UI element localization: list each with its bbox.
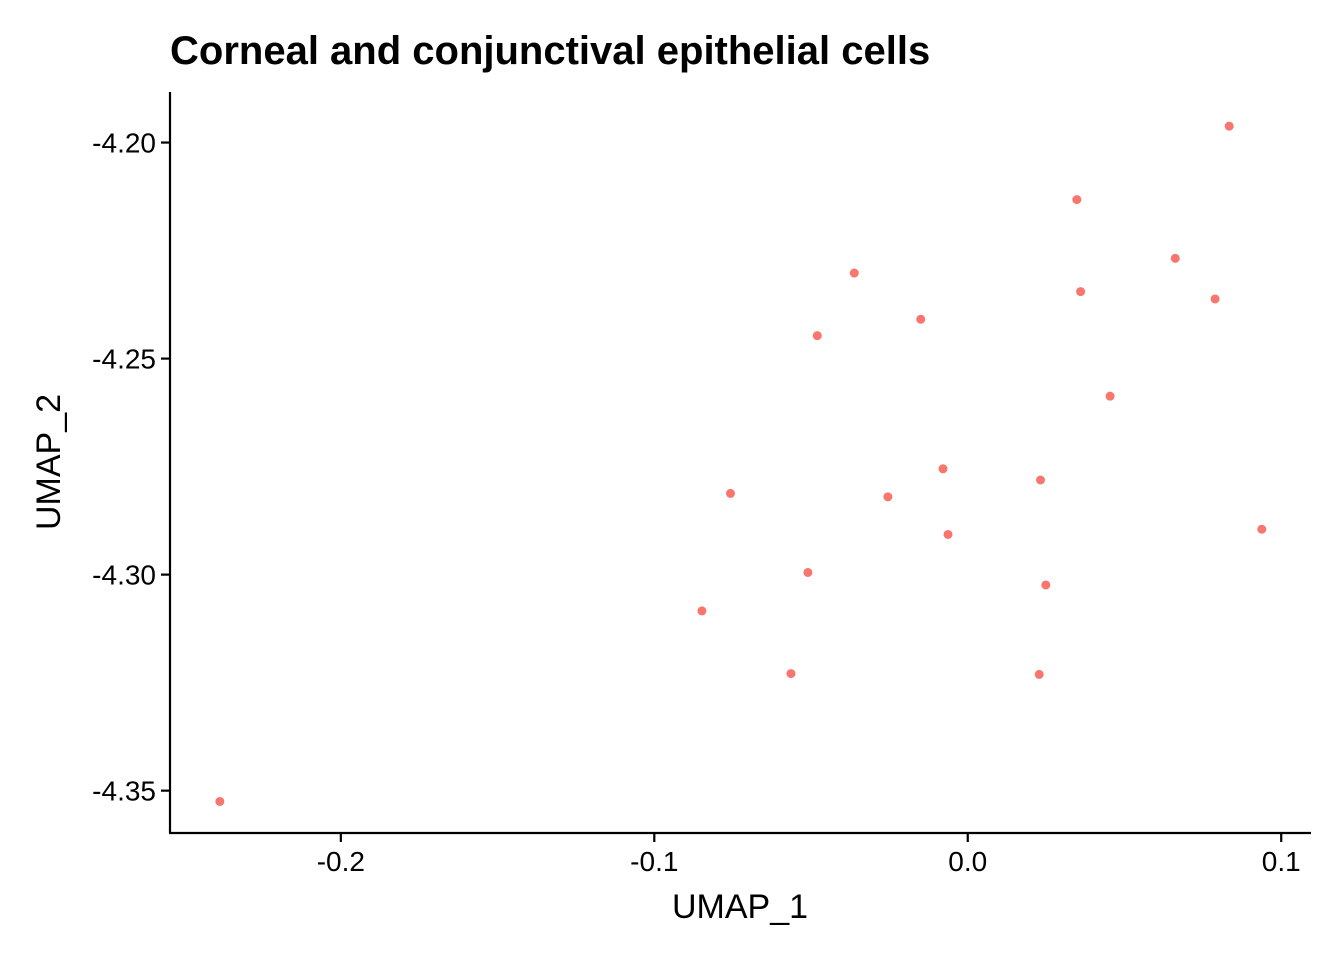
x-axis-title: UMAP_1 xyxy=(672,888,808,926)
data-point xyxy=(1257,524,1267,534)
data-point xyxy=(812,331,822,341)
y-tick-label: -4.20 xyxy=(92,128,156,159)
data-point xyxy=(1034,669,1044,679)
x-tick-label: 0.1 xyxy=(1262,846,1301,877)
chart-title: Corneal and conjunctival epithelial cell… xyxy=(170,29,930,73)
data-point xyxy=(943,529,953,539)
y-axis-ticks: -4.20 -4.25 -4.30 -4.35 xyxy=(92,128,170,807)
data-point xyxy=(786,669,796,679)
data-point xyxy=(1076,287,1086,297)
data-point xyxy=(697,606,707,616)
data-point xyxy=(883,492,893,502)
y-tick-label: -4.30 xyxy=(92,560,156,591)
data-point xyxy=(1224,121,1234,131)
x-tick-label: -0.1 xyxy=(630,846,678,877)
y-tick-label: -4.35 xyxy=(92,776,156,807)
x-tick-label: -0.2 xyxy=(317,846,365,877)
data-point xyxy=(1170,253,1180,263)
data-point xyxy=(725,488,735,498)
data-point xyxy=(849,268,859,278)
y-tick-label: -4.25 xyxy=(92,344,156,375)
data-point xyxy=(1035,475,1045,485)
data-point xyxy=(1072,195,1082,205)
y-axis-title: UMAP_2 xyxy=(30,394,68,530)
data-points xyxy=(215,121,1267,806)
data-point xyxy=(1210,294,1220,304)
data-point xyxy=(215,796,225,806)
data-point xyxy=(1041,580,1051,590)
data-point xyxy=(916,314,926,324)
data-point xyxy=(938,464,948,474)
data-point xyxy=(803,567,813,577)
data-point xyxy=(1105,391,1115,401)
x-axis-ticks: -0.2 -0.1 0.0 0.1 xyxy=(317,833,1301,877)
x-tick-label: 0.0 xyxy=(948,846,987,877)
